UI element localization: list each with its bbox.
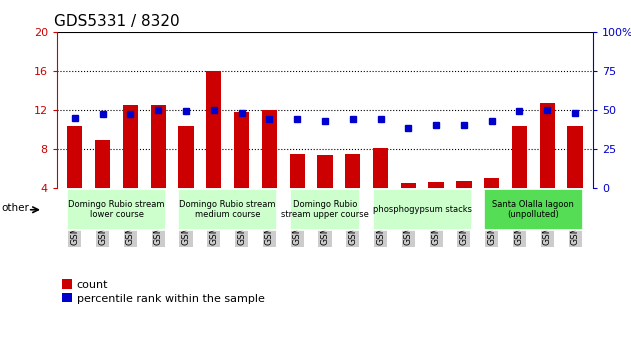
Bar [123,105,138,188]
Bar [68,126,83,188]
Bar [317,155,333,188]
Bar [428,182,444,188]
Text: GDS5331 / 8320: GDS5331 / 8320 [54,14,180,29]
Text: other: other [1,203,29,213]
Bar [456,181,471,188]
Bar [512,126,527,188]
Bar [484,178,499,188]
Bar [234,112,249,188]
Bar [345,154,360,188]
Text: Domingo Rubio
stream upper course: Domingo Rubio stream upper course [281,200,369,219]
Bar [540,103,555,188]
Bar [206,71,221,188]
Legend: count, percentile rank within the sample: count, percentile rank within the sample [62,279,264,304]
Bar [401,183,416,188]
Bar [373,148,388,188]
Text: Domingo Rubio stream
lower course: Domingo Rubio stream lower course [68,200,165,219]
Text: phosphogypsum stacks: phosphogypsum stacks [373,205,472,214]
Text: Domingo Rubio stream
medium course: Domingo Rubio stream medium course [179,200,276,219]
Text: Santa Olalla lagoon
(unpolluted): Santa Olalla lagoon (unpolluted) [492,200,574,219]
Bar [567,126,582,188]
Bar [151,105,166,188]
Bar [95,140,110,188]
Bar [262,110,277,188]
Bar [290,154,305,188]
Bar [179,126,194,188]
